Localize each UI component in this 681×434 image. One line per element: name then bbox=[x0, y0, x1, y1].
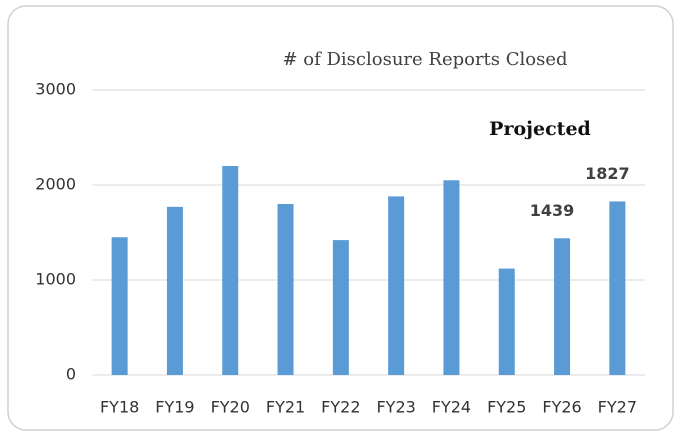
x-tick-label: FY25 bbox=[487, 398, 526, 417]
bar bbox=[222, 166, 239, 375]
x-tick-label: FY23 bbox=[376, 398, 415, 417]
bar bbox=[166, 206, 183, 375]
bar bbox=[111, 237, 128, 375]
x-tick-label: FY19 bbox=[155, 398, 194, 417]
x-tick-label: FY20 bbox=[211, 398, 250, 417]
y-tick-label: 3000 bbox=[35, 80, 76, 99]
annotation: Projected bbox=[489, 118, 591, 140]
bar bbox=[498, 268, 515, 375]
data-label: 1439 bbox=[530, 201, 575, 220]
bar bbox=[332, 240, 349, 375]
y-tick-label: 0 bbox=[66, 365, 76, 384]
bar bbox=[554, 238, 571, 375]
y-tick-label: 2000 bbox=[35, 175, 76, 194]
bar bbox=[277, 204, 294, 375]
x-tick-label: FY18 bbox=[100, 398, 139, 417]
chart-title: # of Disclosure Reports Closed bbox=[282, 49, 567, 70]
bar bbox=[388, 196, 405, 375]
y-tick-label: 1000 bbox=[35, 270, 76, 289]
x-tick-label: FY21 bbox=[266, 398, 305, 417]
x-tick-label: FY22 bbox=[321, 398, 360, 417]
data-label: 1827 bbox=[585, 164, 630, 183]
x-tick-label: FY27 bbox=[598, 398, 637, 417]
x-tick-label: FY26 bbox=[542, 398, 581, 417]
x-tick-label: FY24 bbox=[432, 398, 471, 417]
bar bbox=[443, 180, 460, 375]
bar bbox=[609, 201, 626, 375]
